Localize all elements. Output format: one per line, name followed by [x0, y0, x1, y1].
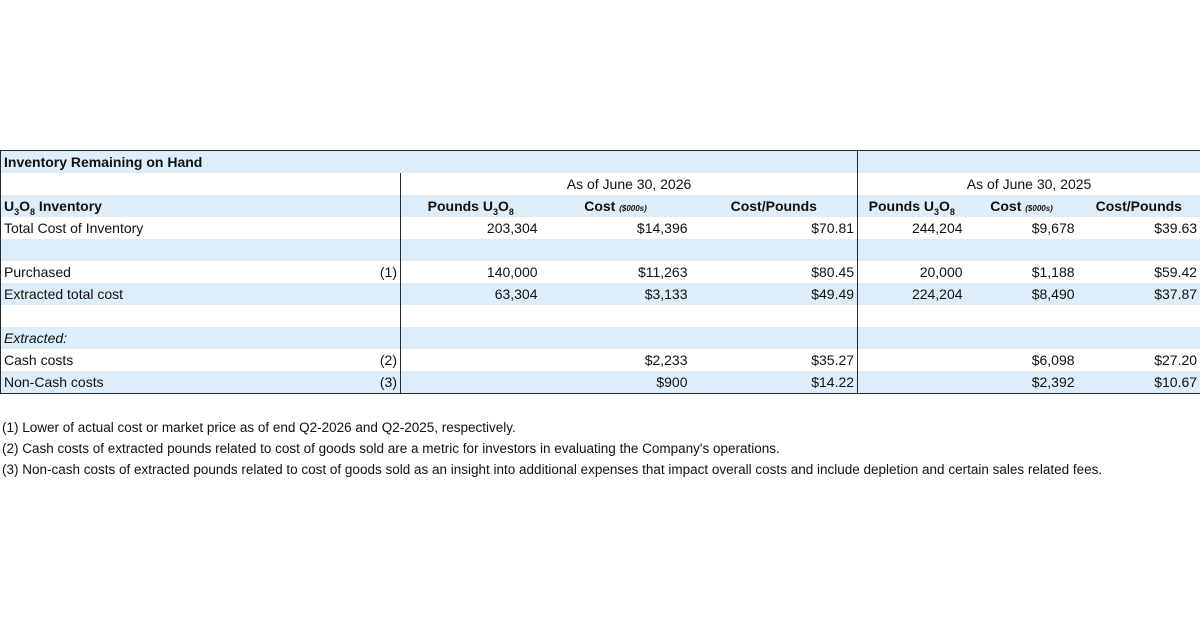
- col-header-cpp-2025: Cost/Pounds: [1077, 195, 1200, 217]
- row-label: Cash costs: [0, 349, 346, 371]
- cell-value: 63,304: [400, 283, 541, 305]
- cell-value: $10.67: [1077, 371, 1200, 394]
- cell-value: [400, 349, 541, 371]
- cell-value: $70.81: [690, 217, 859, 239]
- table-row-cash-costs: Cash costs (2) $2,233 $35.27 $6,098 $27.…: [0, 349, 1200, 371]
- row-label: Non-Cash costs: [0, 371, 346, 394]
- table-row-spacer: [0, 239, 1200, 261]
- table-row-purchased: Purchased (1) 140,000 $11,263 $80.45 20,…: [0, 261, 1200, 283]
- table-row-extracted-heading: Extracted:: [0, 327, 1200, 349]
- row-note: [345, 217, 402, 239]
- cell-value: $11,263: [540, 261, 691, 283]
- col-header-cost-2025: Cost ($000s): [965, 195, 1078, 217]
- cell-value: $14.22: [690, 371, 859, 394]
- cell-value: $49.49: [690, 283, 859, 305]
- table-row-total: Total Cost of Inventory 203,304 $14,396 …: [0, 217, 1200, 239]
- col-header-pounds-2025: Pounds U3O8: [857, 195, 966, 217]
- table-row-spacer: [0, 305, 1200, 327]
- cell-value: $6,098: [965, 349, 1078, 371]
- cell-value: $39.63: [1077, 217, 1200, 239]
- cell-value: 244,204: [857, 217, 966, 239]
- period-2026-header: As of June 30, 2026: [400, 173, 859, 195]
- section-title: Inventory Remaining on Hand: [0, 150, 401, 173]
- footnote-2: (2) Cash costs of extracted pounds relat…: [2, 441, 780, 456]
- cell-value: 140,000: [400, 261, 541, 283]
- cell-value: $900: [540, 371, 691, 394]
- period-2025-header: As of June 30, 2025: [857, 173, 1200, 195]
- footnote-3: (3) Non-cash costs of extracted pounds r…: [2, 462, 1103, 477]
- cell-blank: [0, 173, 402, 195]
- row-note: (3): [345, 371, 402, 394]
- table-row-periods: As of June 30, 2026 As of June 30, 2025: [0, 173, 1200, 195]
- extracted-heading: Extracted:: [0, 327, 402, 349]
- footnote-1: (1) Lower of actual cost or market price…: [2, 420, 516, 435]
- cell-value: [400, 371, 541, 394]
- cell-value: 20,000: [857, 261, 966, 283]
- table-row-column-headers: U3O8 Inventory Pounds U3O8 Cost ($000s) …: [0, 195, 1200, 217]
- row-label: Purchased: [0, 261, 346, 283]
- cell-value: $27.20: [1077, 349, 1200, 371]
- cell-blank: [400, 150, 859, 173]
- cell-value: $1,188: [965, 261, 1078, 283]
- cell-value: 203,304: [400, 217, 541, 239]
- table-row-title: Inventory Remaining on Hand: [0, 150, 1200, 173]
- cell-value: $8,490: [965, 283, 1078, 305]
- inventory-table: Inventory Remaining on Hand As of June 3…: [0, 150, 1200, 394]
- cell-value: $59.42: [1077, 261, 1200, 283]
- row-note: (2): [345, 349, 402, 371]
- row-label: Extracted total cost: [0, 283, 346, 305]
- table-row-noncash-costs: Non-Cash costs (3) $900 $14.22 $2,392 $1…: [0, 371, 1200, 394]
- cell-value: $80.45: [690, 261, 859, 283]
- row-header-label: U3O8 Inventory: [0, 195, 402, 217]
- footnotes: (1) Lower of actual cost or market price…: [2, 417, 1102, 480]
- cell-value: $2,392: [965, 371, 1078, 394]
- cell-value: 224,204: [857, 283, 966, 305]
- row-label: Total Cost of Inventory: [0, 217, 346, 239]
- cell-value: $9,678: [965, 217, 1078, 239]
- col-header-pounds-2026: Pounds U3O8: [400, 195, 541, 217]
- cell-value: $35.27: [690, 349, 859, 371]
- cell-value: $37.87: [1077, 283, 1200, 305]
- cell-value: [857, 349, 966, 371]
- col-header-cost-2026: Cost ($000s): [540, 195, 691, 217]
- table-row-extracted-total: Extracted total cost 63,304 $3,133 $49.4…: [0, 283, 1200, 305]
- cell-value: $14,396: [540, 217, 691, 239]
- cell-value: $2,233: [540, 349, 691, 371]
- cell-value: $3,133: [540, 283, 691, 305]
- cell-blank: [857, 150, 1200, 173]
- row-note: [345, 283, 402, 305]
- col-header-cpp-2026: Cost/Pounds: [690, 195, 859, 217]
- row-note: (1): [345, 261, 402, 283]
- cell-value: [857, 371, 966, 394]
